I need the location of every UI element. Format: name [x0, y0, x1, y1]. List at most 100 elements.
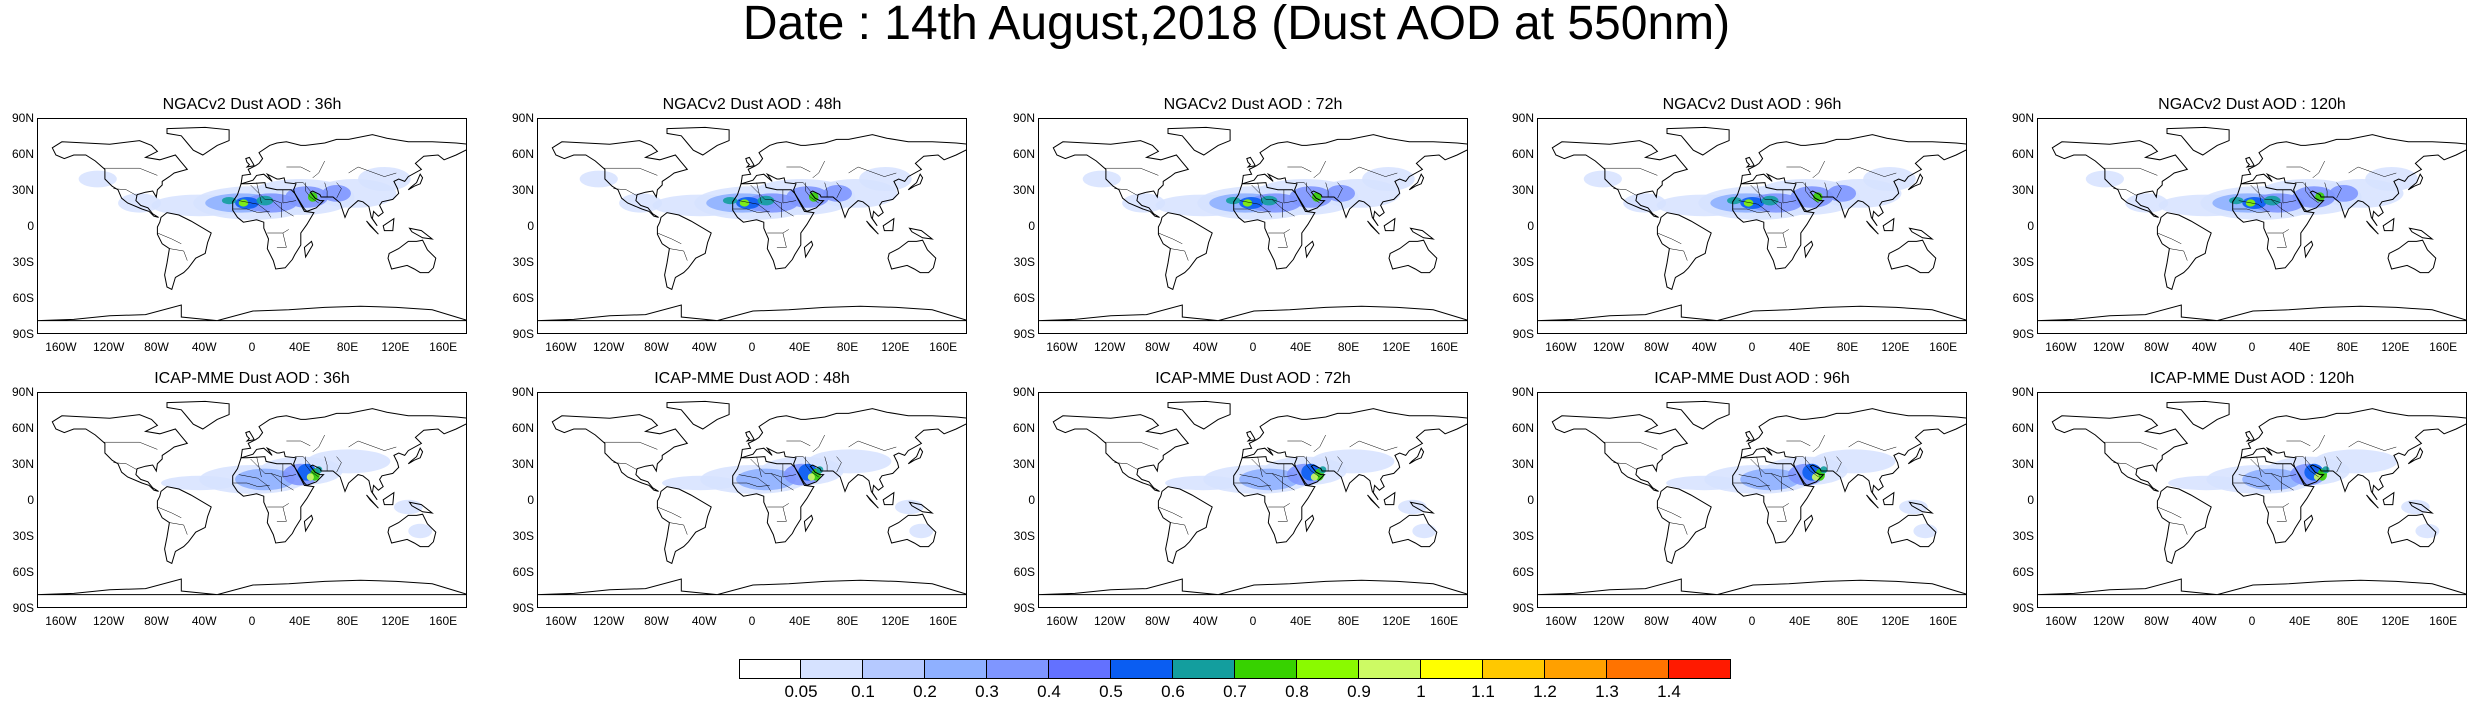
map-panel: NGACv2 Dust AOD : 48h 90N 60N 30N 0 30S 60S 90S… — [500, 92, 1004, 368]
lat-tick-label: 90N — [1511, 385, 1534, 399]
lon-tick-label: 80W — [644, 614, 669, 628]
world-map — [538, 126, 966, 322]
map-panel: NGACv2 Dust AOD : 120h 90N 60N 30N 0 30S 60S 90… — [2000, 92, 2473, 368]
lat-tick-label: 90N — [511, 385, 534, 399]
colorbar-tick-label: 0.8 — [1285, 682, 1309, 701]
lon-tick-label: 80W — [1145, 340, 1170, 354]
lon-tick-label: 40E — [2289, 340, 2311, 354]
lat-tick-label: 30N — [1511, 457, 1534, 471]
lat-tick-label: 90N — [11, 385, 34, 399]
panel-title: ICAP-MME Dust AOD : 96h — [1654, 370, 1850, 387]
lon-tick-label: 40E — [289, 340, 311, 354]
lon-tick-label: 80E — [1836, 614, 1859, 628]
lon-tick-label: 120W — [92, 340, 125, 354]
lon-tick-label: 120E — [2381, 340, 2410, 354]
lon-tick-label: 40E — [1789, 614, 1811, 628]
lon-tick-label: 160W — [2045, 340, 2077, 354]
lon-tick-label: 40W — [2191, 614, 2217, 628]
map-frame — [37, 118, 467, 334]
lat-tick-label: 60N — [2011, 147, 2034, 161]
lon-tick-label: 120W — [592, 340, 625, 354]
lon-tick-label: 160W — [1046, 614, 1078, 628]
lat-tick-label: 0 — [2027, 493, 2034, 507]
panel-title: ICAP-MME Dust AOD : 36h — [154, 370, 350, 387]
world-map — [1538, 400, 1966, 596]
lon-tick-label: 0 — [748, 340, 756, 354]
colorbar-swatch — [801, 659, 863, 679]
lon-tick-label: 160W — [1545, 340, 1577, 354]
lat-tick-label: 90N — [1511, 111, 1534, 125]
lon-tick-label: 120E — [381, 614, 410, 628]
lon-tick-label: 40E — [289, 614, 311, 628]
lon-tick-label: 120E — [1881, 614, 1910, 628]
lat-tick-label: 30N — [11, 183, 34, 197]
lat-tick-label: 90N — [1012, 385, 1035, 399]
lon-tick-label: 80E — [836, 614, 859, 628]
lat-tick-label: 90S — [1512, 327, 1534, 341]
lon-tick-label: 120W — [1592, 614, 1625, 628]
lon-tick-label: 0 — [1748, 614, 1756, 628]
lon-tick-label: 80W — [2144, 614, 2169, 628]
lon-tick-label: 80W — [144, 614, 169, 628]
lat-tick-label: 90S — [1512, 601, 1534, 615]
lat-tick-label: 30N — [511, 457, 534, 471]
figure-title: Date : 14th August,2018 (Dust AOD at 550… — [742, 0, 1731, 50]
lon-tick-label: 120E — [1881, 340, 1910, 354]
colorbar-tick-label: 1.1 — [1471, 682, 1495, 701]
lon-tick-label: 40W — [191, 614, 217, 628]
lon-tick-label: 80E — [836, 340, 859, 354]
colorbar-swatch — [1545, 659, 1607, 679]
lat-tick-label: 90N — [511, 111, 534, 125]
lat-tick-label: 30N — [1012, 457, 1035, 471]
world-map — [2038, 400, 2466, 596]
world-map — [1538, 126, 1966, 322]
lon-tick-label: 160W — [45, 340, 77, 354]
colorbar-tick-label: 0.7 — [1223, 682, 1247, 701]
lat-tick-label: 90N — [2011, 111, 2034, 125]
lon-tick-label: 0 — [1249, 614, 1257, 628]
lat-tick-label: 0 — [27, 219, 34, 233]
lat-tick-label: 0 — [1028, 219, 1035, 233]
lon-tick-label: 80E — [336, 614, 359, 628]
lon-tick-label: 80W — [144, 340, 169, 354]
panel-title: ICAP-MME Dust AOD : 72h — [1155, 370, 1351, 387]
lat-tick-label: 30S — [2012, 255, 2034, 269]
lon-tick-label: 40E — [789, 340, 811, 354]
lon-tick-label: 0 — [1748, 340, 1756, 354]
lon-tick-label: 160W — [545, 340, 577, 354]
world-map — [38, 126, 466, 322]
lon-tick-label: 160W — [2045, 614, 2077, 628]
map-panel: NGACv2 Dust AOD : 72h 90N 60N 30N 0 30S 60S 90S… — [1001, 92, 1505, 368]
map-panel: ICAP-MME Dust AOD : 48h 90N 60N 30N 0 30S 60S 9… — [500, 366, 1004, 642]
lat-tick-label: 60S — [2012, 565, 2034, 579]
lat-tick-label: 30N — [511, 183, 534, 197]
lat-tick-label: 60S — [512, 565, 534, 579]
colorbar-tick-label: 1.4 — [1657, 682, 1681, 701]
lat-tick-label: 90N — [11, 111, 34, 125]
lon-tick-label: 80E — [1337, 614, 1360, 628]
lat-tick-label: 60N — [1012, 147, 1035, 161]
lat-tick-label: 90S — [512, 327, 534, 341]
lat-tick-label: 30S — [1013, 255, 1035, 269]
map-panel: ICAP-MME Dust AOD : 36h 90N 60N 30N 0 30S 60S 9… — [0, 366, 504, 642]
lon-tick-label: 160E — [1929, 340, 1958, 354]
lat-tick-label: 60S — [1013, 291, 1035, 305]
map-frame — [37, 392, 467, 608]
panel-title: NGACv2 Dust AOD : 96h — [1662, 96, 1842, 113]
lon-tick-label: 40E — [1290, 614, 1312, 628]
lat-tick-label: 90S — [1013, 327, 1035, 341]
world-map — [1039, 400, 1467, 596]
world-map — [38, 400, 466, 596]
lat-tick-label: 60S — [2012, 291, 2034, 305]
lat-tick-label: 30S — [512, 529, 534, 543]
panel-title: NGACv2 Dust AOD : 72h — [1163, 96, 1343, 113]
colorbar-swatch — [739, 659, 801, 679]
lon-tick-label: 80W — [1644, 614, 1669, 628]
lat-tick-label: 60N — [511, 421, 534, 435]
lat-tick-label: 60S — [1512, 565, 1534, 579]
panel-title: NGACv2 Dust AOD : 36h — [162, 96, 342, 113]
colorbar-tick-label: 1.3 — [1595, 682, 1619, 701]
lat-tick-label: 30S — [1512, 255, 1534, 269]
lat-tick-label: 30N — [1511, 183, 1534, 197]
lat-tick-label: 60N — [11, 147, 34, 161]
